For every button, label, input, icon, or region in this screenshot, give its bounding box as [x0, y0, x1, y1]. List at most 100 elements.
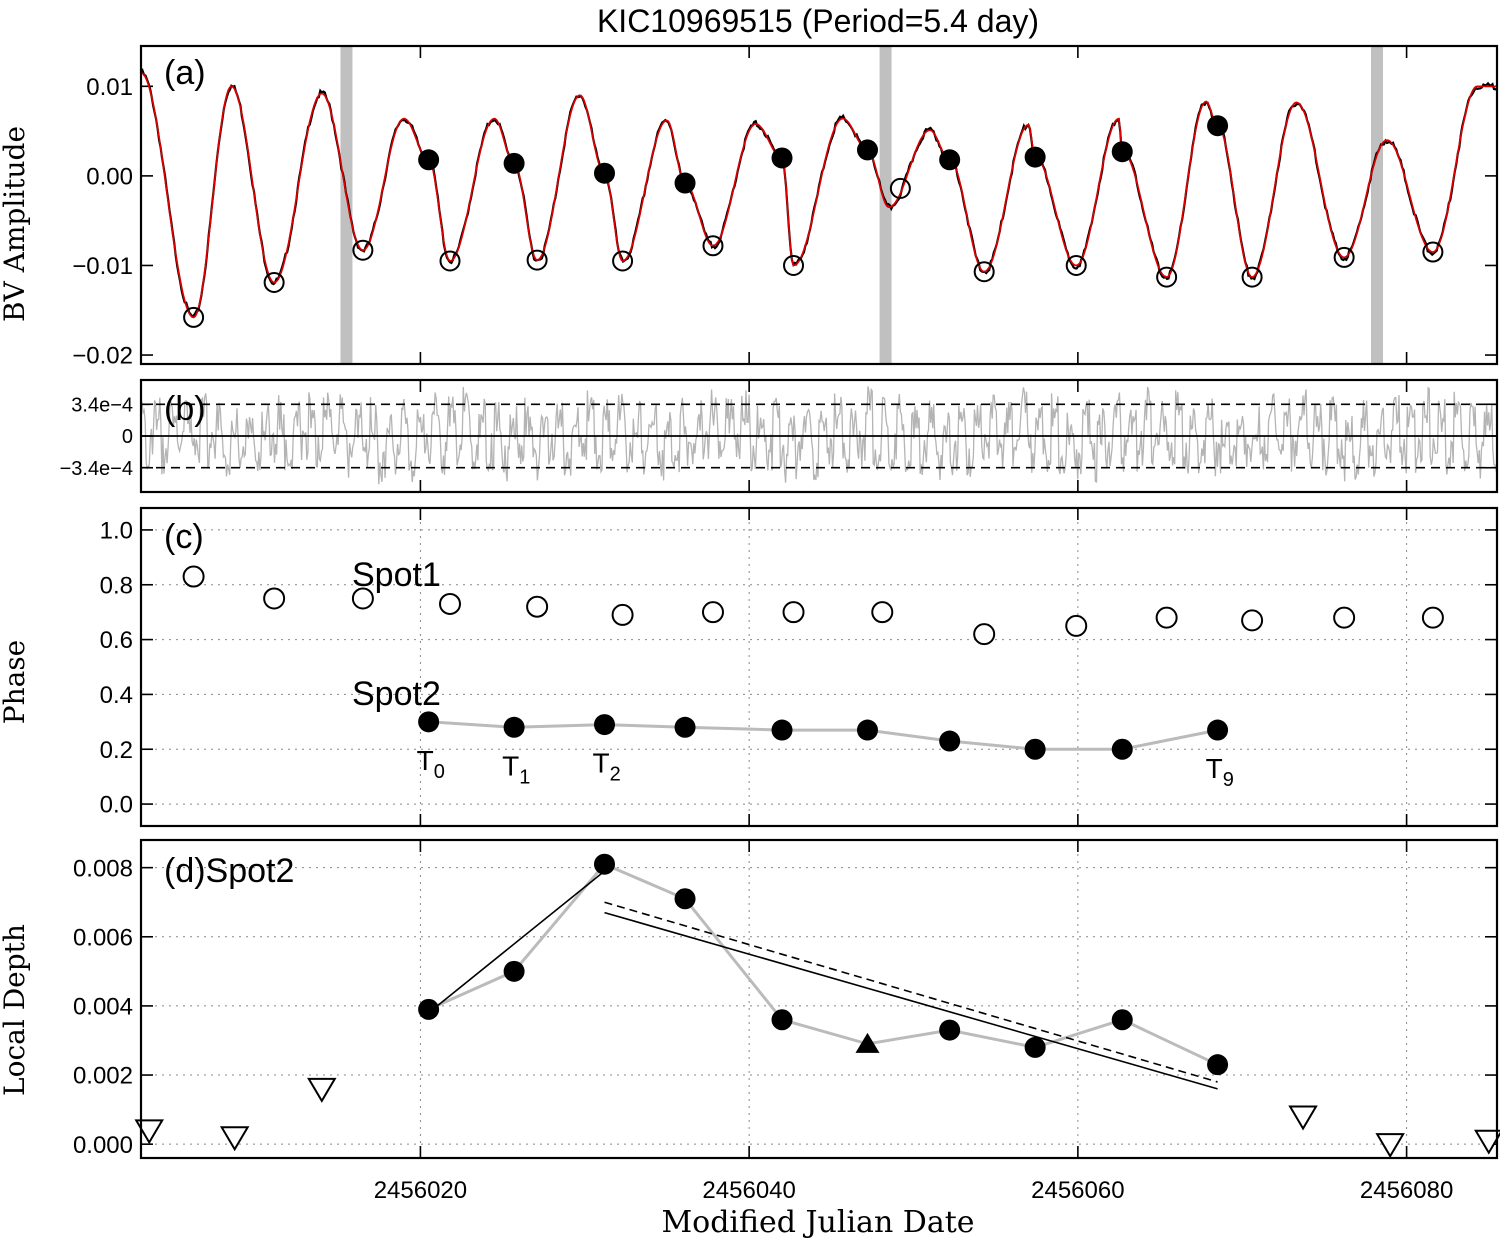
spot1-phase-marker [182, 565, 205, 588]
panel-d: 0.000 0.002 0.004 0.006 0.008 2456020 2456040… [0, 838, 1500, 1240]
spot1-phase-marker [1421, 606, 1444, 629]
spot2-phase-marker [771, 719, 793, 741]
depth-marker [594, 853, 616, 875]
spot2-markers [418, 115, 1229, 194]
spot2-phase-marker [1024, 738, 1046, 760]
spot1-minimum-marker [783, 254, 805, 276]
spot2-phase-marker [939, 730, 961, 752]
spot2-connector-line [428, 720, 1218, 751]
spot2-marker [939, 149, 961, 171]
spot1-phase-marker [351, 587, 374, 610]
y-tick-label: 0.4 [100, 682, 133, 709]
spot2-marker [503, 152, 525, 174]
spot1-phase-marker [1065, 614, 1088, 637]
panel-b-y-ticks: 3.4e−4 0 −3.4e−4 [60, 394, 1497, 480]
y-tick-label: −3.4e−4 [60, 458, 133, 480]
spot1-minimum-marker [439, 250, 461, 272]
depth-markers [418, 853, 1229, 1076]
panel-b-x-ticks [419, 380, 1408, 492]
spot1-phase-marker [782, 601, 805, 624]
spot2-marker [674, 172, 696, 194]
y-tick-label: −0.02 [72, 343, 133, 370]
depth-marker [503, 960, 525, 982]
residual-line [140, 386, 1498, 485]
spot1-minimum-marker [526, 249, 548, 271]
spot2-phase-marker [674, 716, 696, 738]
spot1-annotation: Spot1 [352, 556, 441, 594]
epoch-label: T1 [502, 750, 530, 788]
panel-d-label: (d)Spot2 [164, 852, 294, 890]
y-tick-label: 0.00 [86, 164, 133, 191]
spot1-minimum-marker [1065, 254, 1087, 276]
x-tick-label: 2456060 [1031, 1177, 1124, 1204]
depth-marker [1111, 1009, 1133, 1031]
spot1-minimum-marker [352, 239, 374, 261]
depth-marker [674, 888, 696, 910]
depth-marker [771, 1009, 793, 1031]
spot2-phase-marker [418, 711, 440, 733]
y-tick-label: 3.4e−4 [71, 394, 133, 416]
model-fit-line [140, 72, 1497, 319]
spot2-marker [594, 162, 616, 184]
panel-a-x-ticks [419, 46, 1408, 364]
spot2-marker [856, 139, 878, 161]
spot2-phase-markers [418, 711, 1229, 760]
spot1-phase-marker [1155, 606, 1178, 629]
x-tick-label: 2456040 [702, 1177, 795, 1204]
panel-b: 3.4e−4 0 −3.4e−4 (b) [60, 378, 1499, 494]
x-tick-label: 2456080 [1360, 1177, 1453, 1204]
spot1-phase-marker [439, 592, 462, 615]
panel-d-y-ticks: 0.000 0.002 0.004 0.006 0.008 [73, 855, 1497, 1159]
spot1-minimum-marker [889, 177, 911, 199]
panel-c-grid [141, 508, 1497, 826]
upper-limit-marker [1288, 1105, 1318, 1131]
solid-fit-line [428, 870, 606, 1014]
depth-marker [418, 998, 440, 1020]
spot1-minimum-marker [1156, 266, 1178, 288]
spot2-marker [1207, 115, 1229, 137]
spot1-minimum-marker [1333, 246, 1355, 268]
spot1-minimum-marker [702, 235, 724, 257]
panel-d-grid [141, 840, 1497, 1158]
panel-b-frame [139, 378, 1499, 494]
y-tick-label: 0.004 [73, 994, 133, 1021]
spot2-marker [771, 147, 793, 169]
panel-d-x-ticks: 2456020 2456040 2456060 2456080 [374, 840, 1453, 1204]
spot2-marker [418, 149, 440, 171]
upper-limit-marker [134, 1119, 164, 1145]
spot1-minima-markers [183, 177, 1444, 328]
dashed-fit-line [604, 901, 1218, 1083]
y-tick-label: 0.008 [73, 855, 133, 882]
spot2-phase-marker [856, 719, 878, 741]
spot2-phase-marker [594, 714, 616, 736]
data-gap-band [340, 46, 353, 364]
panel-c-frame [139, 506, 1499, 828]
spot1-phase-marker [1241, 609, 1264, 632]
spot1-phase-marker [973, 623, 996, 646]
epoch-label: T9 [1206, 753, 1234, 791]
panel-c-y-ticks: 0.0 0.2 0.4 0.6 0.8 1.0 [100, 518, 1497, 819]
y-tick-label: 0.006 [73, 924, 133, 951]
spot1-minimum-marker [183, 306, 205, 328]
panel-c-y-axis-label: Phase [0, 640, 31, 725]
linear-fit-lines [428, 870, 1218, 1090]
y-tick-label: 0.002 [73, 1063, 133, 1090]
spot2-marker [1024, 146, 1046, 168]
depth-triangle-marker [855, 1032, 880, 1053]
y-tick-label: 0.0 [100, 792, 133, 819]
spot1-minimum-marker [1422, 241, 1444, 263]
spot2-phase-marker [503, 716, 525, 738]
spot1-phase-marker [871, 601, 894, 624]
x-tick-label: 2456020 [374, 1177, 467, 1204]
data-gap-bands [340, 46, 1384, 364]
panel-b-label: (b) [164, 390, 206, 428]
spot2-marker [1111, 141, 1133, 163]
spot1-phase-marker [611, 603, 634, 626]
y-tick-label: 0.6 [100, 627, 133, 654]
chart-title: KIC10969515 (Period=5.4 day) [597, 3, 1039, 39]
upper-limit-marker [307, 1077, 337, 1103]
spot1-phase-marker [263, 587, 286, 610]
panel-a-frame [139, 44, 1499, 366]
spot1-phase-marker [526, 595, 549, 618]
